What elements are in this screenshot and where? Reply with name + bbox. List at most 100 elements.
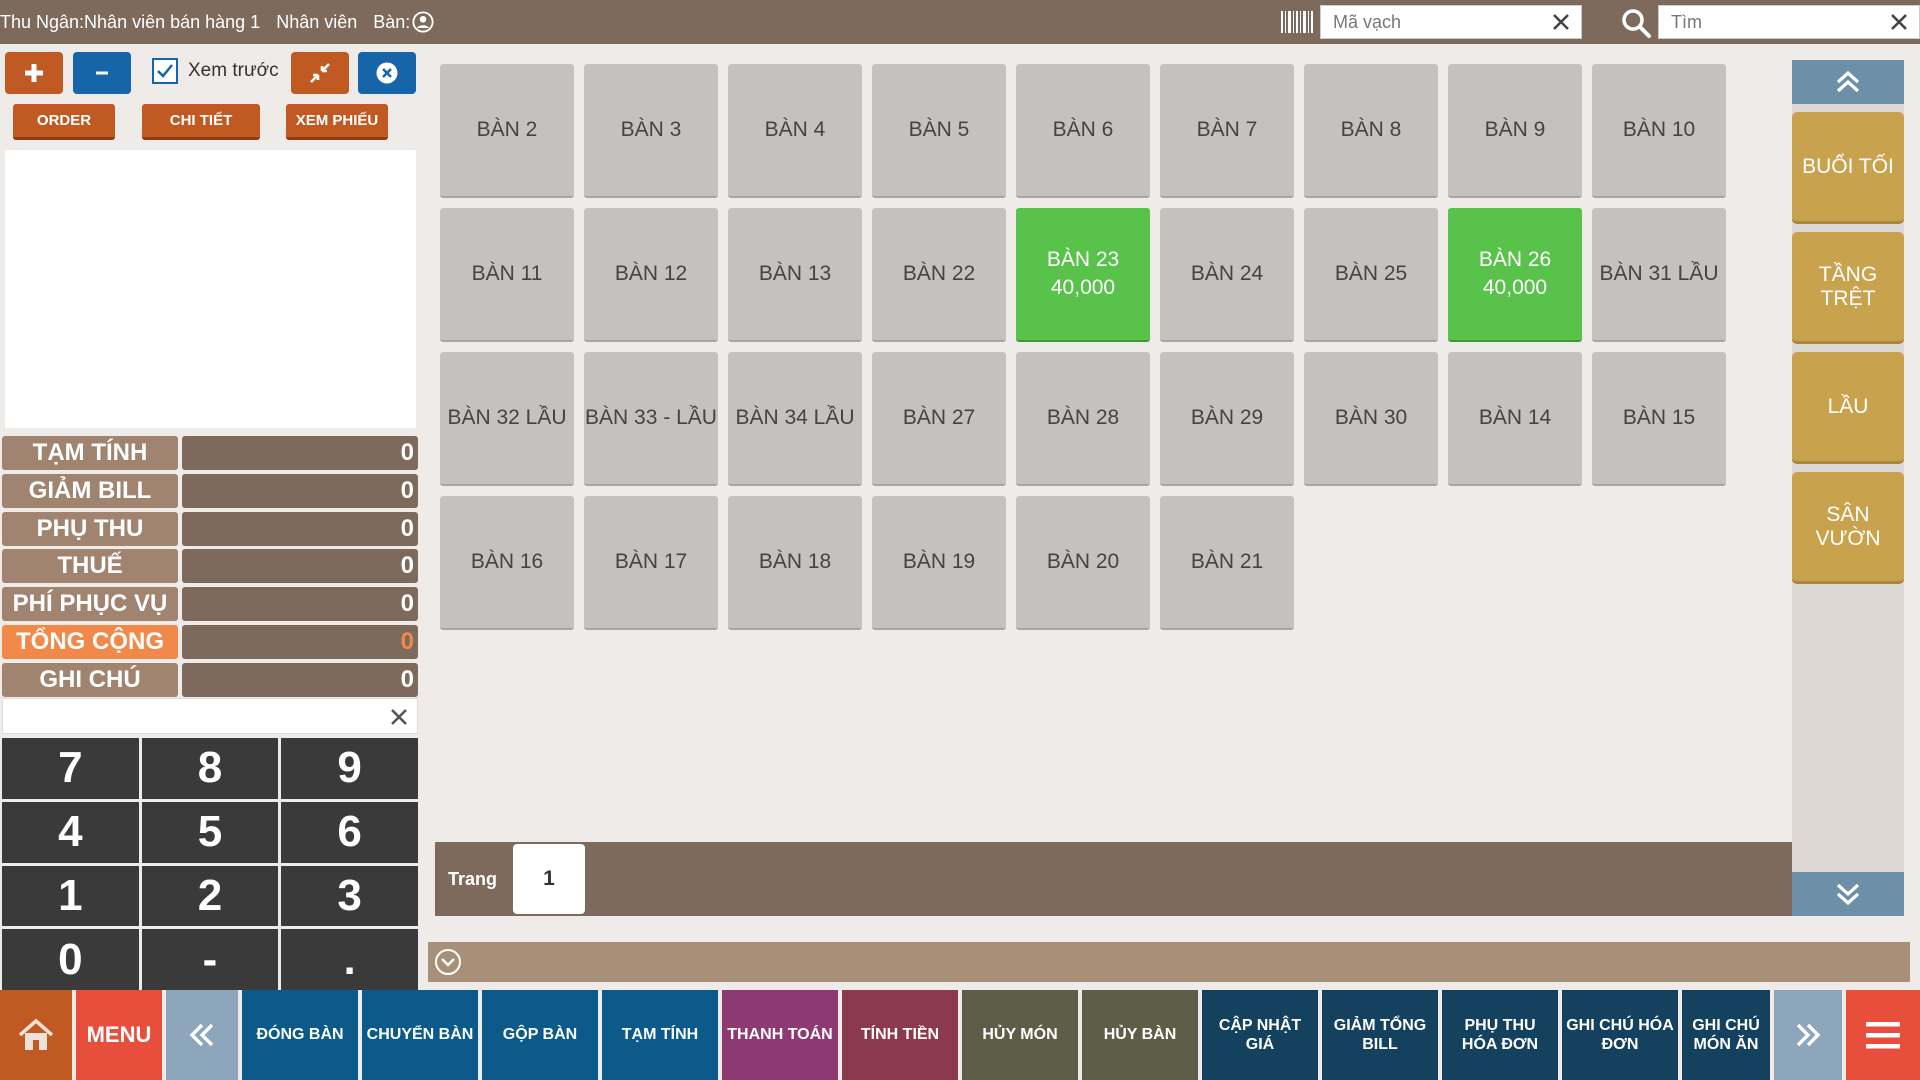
keypad-input[interactable]	[2, 698, 418, 734]
checkout-button[interactable]: TÍNH TIỀN	[842, 990, 958, 1080]
update-price-button[interactable]: CẬP NHẬT GIÁ	[1202, 990, 1318, 1080]
item-note-button[interactable]: GHI CHÚ MÓN ĂN	[1682, 990, 1770, 1080]
subtract-button[interactable]	[73, 52, 131, 94]
barcode-input[interactable]: Mã vạch	[1320, 5, 1582, 39]
summary-value[interactable]: 0	[182, 474, 418, 508]
table-tile[interactable]: BÀN 34 LẦU	[728, 352, 862, 486]
key-2[interactable]: 2	[141, 865, 279, 927]
clear-search-icon[interactable]	[1887, 10, 1911, 34]
table-tile[interactable]: BÀN 15	[1592, 352, 1726, 486]
table-tile[interactable]: BÀN 14	[1448, 352, 1582, 486]
table-tile[interactable]: BÀN 21	[1160, 496, 1294, 630]
toolbar-prev-button[interactable]	[166, 990, 238, 1080]
table-tile[interactable]: BÀN 26 40,000	[1448, 208, 1582, 342]
table-tile[interactable]: BÀN 18	[728, 496, 862, 630]
table-tile[interactable]: BÀN 22	[872, 208, 1006, 342]
subtotal-button[interactable]: TẠM TÍNH	[602, 990, 718, 1080]
summary-service-fee[interactable]: PHÍ PHỤC VỤ 0	[2, 587, 418, 621]
search-input[interactable]: Tìm	[1658, 5, 1920, 39]
cancel-item-button[interactable]: HỦY MÓN	[962, 990, 1078, 1080]
merge-table-button[interactable]: GỘP BÀN	[482, 990, 598, 1080]
table-tile[interactable]: BÀN 33 - LẦU	[584, 352, 718, 486]
table-tile[interactable]: BÀN 11	[440, 208, 574, 342]
table-tile[interactable]: BÀN 25	[1304, 208, 1438, 342]
summary-note[interactable]: GHI CHÚ 0	[2, 663, 418, 697]
table-tile[interactable]: BÀN 30	[1304, 352, 1438, 486]
home-button[interactable]	[0, 990, 72, 1080]
table-tile[interactable]: BÀN 16	[440, 496, 574, 630]
key-0[interactable]: 0	[2, 929, 139, 990]
chevron-down-circle-icon[interactable]	[434, 948, 462, 976]
view-ticket-button[interactable]: XEM PHIẾU	[286, 104, 388, 140]
table-tile[interactable]: BÀN 3	[584, 64, 718, 198]
detail-button[interactable]: CHI TIẾT	[142, 104, 260, 140]
clear-input-icon[interactable]	[387, 705, 411, 729]
main-menu-button[interactable]	[1846, 990, 1920, 1080]
toolbar-next-button[interactable]	[1774, 990, 1842, 1080]
area-buoi-toi[interactable]: BUỔI TỐI	[1792, 112, 1904, 224]
summary-value[interactable]: 0	[182, 549, 418, 583]
table-tile[interactable]: BÀN 19	[872, 496, 1006, 630]
table-tile[interactable]: BÀN 10	[1592, 64, 1726, 198]
cancel-table-button[interactable]: HỦY BÀN	[1082, 990, 1198, 1080]
summary-bill-discount[interactable]: GIẢM BILL 0	[2, 474, 418, 508]
menu-button[interactable]: MENU	[76, 990, 162, 1080]
close-table-button[interactable]: ĐÓNG BÀN	[242, 990, 358, 1080]
key-7[interactable]: 7	[2, 738, 139, 799]
table-tile[interactable]: BÀN 12	[584, 208, 718, 342]
key-8[interactable]: 8	[141, 738, 279, 799]
clear-barcode-icon[interactable]	[1549, 10, 1573, 34]
cancel-order-button[interactable]	[358, 52, 416, 94]
order-button[interactable]: ORDER	[13, 104, 115, 140]
table-tile[interactable]: BÀN 28	[1016, 352, 1150, 486]
table-tile[interactable]: BÀN 20	[1016, 496, 1150, 630]
key-minus[interactable]: -	[141, 929, 279, 990]
area-tang-tret[interactable]: TẦNG TRỆT	[1792, 232, 1904, 344]
table-tile[interactable]: BÀN 23 40,000	[1016, 208, 1150, 342]
table-tile[interactable]: BÀN 24	[1160, 208, 1294, 342]
invoice-surcharge-button[interactable]: PHỤ THU HÓA ĐƠN	[1442, 990, 1558, 1080]
search-icon[interactable]	[1620, 7, 1652, 39]
summary-value[interactable]: 0	[182, 663, 418, 697]
table-tile[interactable]: BÀN 29	[1160, 352, 1294, 486]
key-6[interactable]: 6	[281, 801, 418, 863]
key-3[interactable]: 3	[281, 865, 418, 927]
table-tile[interactable]: BÀN 2	[440, 64, 574, 198]
table-name: BÀN 10	[1622, 117, 1696, 141]
table-tile[interactable]: BÀN 31 LẦU	[1592, 208, 1726, 342]
summary-value[interactable]: 0	[182, 587, 418, 621]
area-scroll-up-button[interactable]	[1792, 60, 1904, 104]
table-tile[interactable]: BÀN 4	[728, 64, 862, 198]
table-tile[interactable]: BÀN 8	[1304, 64, 1438, 198]
table-tile[interactable]: BÀN 9	[1448, 64, 1582, 198]
table-tile[interactable]: BÀN 17	[584, 496, 718, 630]
payment-button[interactable]: THANH TOÁN	[722, 990, 838, 1080]
area-lau[interactable]: LẦU	[1792, 352, 1904, 464]
summary-tax[interactable]: THUẾ 0	[2, 549, 418, 583]
table-tile[interactable]: BÀN 13	[728, 208, 862, 342]
table-tile[interactable]: BÀN 7	[1160, 64, 1294, 198]
key-9[interactable]: 9	[281, 738, 418, 799]
invoice-note-button[interactable]: GHI CHÚ HÓA ĐƠN	[1562, 990, 1678, 1080]
key-5[interactable]: 5	[141, 801, 279, 863]
add-button[interactable]	[5, 52, 63, 94]
order-item-list[interactable]	[5, 150, 416, 428]
preview-toggle[interactable]: Xem trước	[152, 58, 279, 84]
collapse-button[interactable]	[291, 52, 349, 94]
barcode-icon[interactable]	[1280, 9, 1314, 35]
area-scroll-down-button[interactable]	[1792, 872, 1904, 916]
key-1[interactable]: 1	[2, 865, 139, 927]
table-tile[interactable]: BÀN 5	[872, 64, 1006, 198]
preview-checkbox[interactable]	[152, 58, 178, 84]
key-4[interactable]: 4	[2, 801, 139, 863]
table-tile[interactable]: BÀN 32 LẦU	[440, 352, 574, 486]
table-tile[interactable]: BÀN 6	[1016, 64, 1150, 198]
summary-value[interactable]: 0	[182, 512, 418, 546]
page-number-button[interactable]: 1	[513, 844, 585, 914]
table-tile[interactable]: BÀN 27	[872, 352, 1006, 486]
summary-surcharge[interactable]: PHỤ THU 0	[2, 512, 418, 546]
move-table-button[interactable]: CHUYỂN BÀN	[362, 990, 478, 1080]
bill-discount-button[interactable]: GIẢM TỔNG BILL	[1322, 990, 1438, 1080]
area-san-vuon[interactable]: SÂN VƯỜN	[1792, 472, 1904, 584]
key-dot[interactable]: .	[281, 929, 418, 990]
